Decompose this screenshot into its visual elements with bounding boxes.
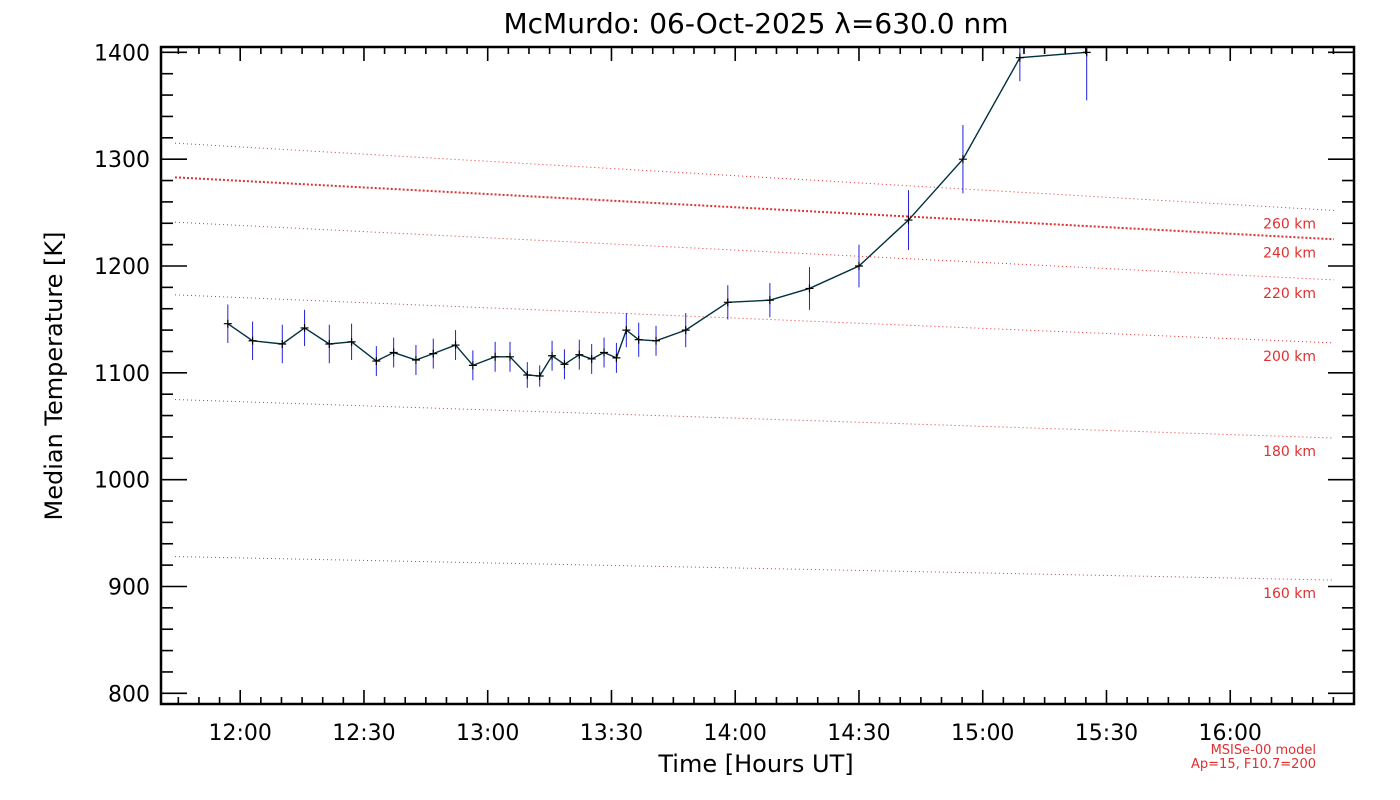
model-line bbox=[174, 221, 1335, 281]
y-tick-label: 900 bbox=[108, 575, 150, 600]
model-annotation: MSISe-00 model bbox=[1211, 743, 1316, 758]
data-point bbox=[523, 370, 532, 379]
x-axis-label: Time [Hours UT] bbox=[657, 750, 853, 778]
y-tick-label: 1200 bbox=[94, 255, 150, 280]
data-point bbox=[411, 356, 420, 365]
data-point bbox=[223, 319, 232, 328]
model-line bbox=[174, 399, 1335, 439]
data-point bbox=[347, 337, 356, 346]
data-point bbox=[248, 336, 257, 345]
altitude-label: 240 km bbox=[1263, 245, 1316, 261]
series-layer bbox=[223, 47, 1091, 388]
y-tick-label: 1100 bbox=[94, 362, 150, 387]
data-point bbox=[587, 354, 596, 363]
model-line bbox=[174, 142, 1335, 211]
data-point bbox=[1015, 53, 1024, 62]
x-tick-labels: 12:00 12:30 13:00 13:30 14:00 14:30 15:00 15:30… bbox=[209, 721, 1262, 746]
data-point bbox=[622, 326, 631, 335]
x-tick-label: 16:00 bbox=[1199, 721, 1262, 746]
data-point bbox=[612, 353, 621, 362]
data-point bbox=[389, 348, 398, 357]
chart-title: McMurdo: 06-Oct-2025 λ=630.0 nm bbox=[503, 7, 1008, 40]
data-point bbox=[560, 360, 569, 369]
y-tick-label: 800 bbox=[108, 682, 150, 707]
data-point bbox=[805, 284, 814, 293]
y-tick-label: 1300 bbox=[94, 148, 150, 173]
x-tick-label: 12:00 bbox=[209, 721, 272, 746]
x-tick-label: 14:00 bbox=[704, 721, 767, 746]
altitude-label: 160 km bbox=[1263, 586, 1316, 602]
data-point bbox=[1082, 48, 1091, 57]
data-point bbox=[765, 296, 774, 305]
data-point bbox=[278, 339, 287, 348]
data-point bbox=[429, 349, 438, 358]
data-point bbox=[634, 335, 643, 344]
x-tick-label: 13:30 bbox=[580, 721, 643, 746]
y-tick-label: 1000 bbox=[94, 469, 150, 494]
data-point bbox=[372, 357, 381, 366]
data-point bbox=[854, 262, 863, 270]
model-line bbox=[174, 176, 1335, 241]
data-point bbox=[535, 372, 544, 381]
altitude-label: 180 km bbox=[1263, 444, 1316, 460]
model-lines bbox=[174, 142, 1335, 581]
data-point bbox=[958, 155, 967, 164]
data-point bbox=[505, 352, 514, 361]
y-tick-label: 1400 bbox=[94, 41, 150, 66]
y-tick-labels: 800 900 1000 1100 1200 1300 1400 bbox=[94, 41, 150, 707]
y-axis-label: Median Temperature [K] bbox=[40, 231, 68, 520]
plot-frame bbox=[159, 45, 1356, 706]
model-line bbox=[174, 556, 1335, 581]
data-point bbox=[451, 341, 460, 350]
data-point bbox=[325, 339, 334, 348]
data-point bbox=[600, 348, 609, 357]
data-point bbox=[468, 361, 477, 370]
data-point bbox=[491, 352, 500, 361]
data-point bbox=[548, 351, 557, 360]
model-parameters: Ap=15, F10.7=200 bbox=[1191, 757, 1316, 772]
x-tick-label: 14:30 bbox=[827, 721, 890, 746]
data-point bbox=[300, 323, 309, 332]
data-point bbox=[681, 326, 690, 335]
data-point bbox=[723, 298, 732, 307]
altitude-label: 260 km bbox=[1263, 216, 1316, 232]
data-point bbox=[652, 336, 661, 345]
altitude-label: 200 km bbox=[1263, 349, 1316, 365]
x-tick-label: 15:30 bbox=[1075, 721, 1138, 746]
altitude-labels: 160 km 180 km 200 km 220 km 240 km 260 km bbox=[1263, 216, 1316, 602]
altitude-label: 220 km bbox=[1263, 286, 1316, 302]
data-point bbox=[904, 216, 913, 225]
series-line bbox=[227, 51, 1087, 377]
model-line bbox=[174, 294, 1335, 344]
axis-ticks bbox=[161, 47, 1355, 704]
x-tick-label: 12:30 bbox=[332, 721, 395, 746]
x-tick-label: 15:00 bbox=[951, 721, 1014, 746]
data-point bbox=[575, 350, 584, 359]
x-tick-label: 13:00 bbox=[456, 721, 519, 746]
